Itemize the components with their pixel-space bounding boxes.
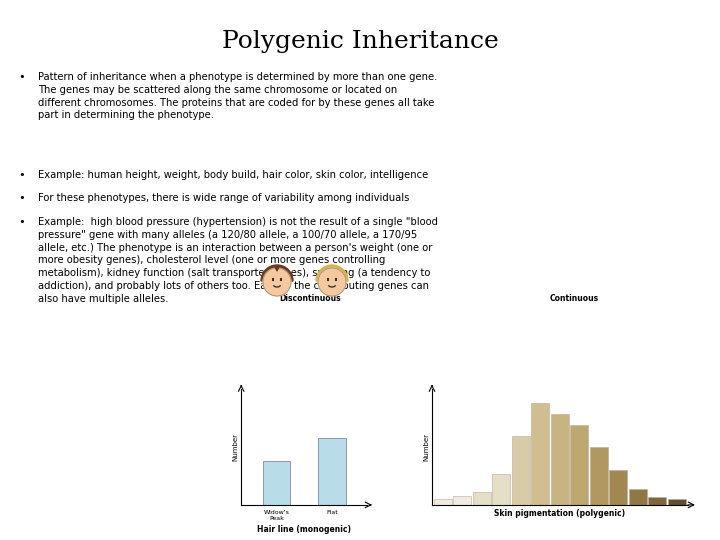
Text: Continuous: Continuous <box>549 294 598 303</box>
Wedge shape <box>261 265 293 281</box>
Text: Example:  high blood pressure (hypertension) is not the result of a single "bloo: Example: high blood pressure (hypertensi… <box>38 217 438 304</box>
Text: Pattern of inheritance when a phenotype is determined by more than one gene.
The: Pattern of inheritance when a phenotype … <box>38 72 437 120</box>
Text: Discontinuous: Discontinuous <box>279 294 341 303</box>
X-axis label: Hair line (monogenic): Hair line (monogenic) <box>257 525 351 534</box>
Bar <box>454 496 471 505</box>
Text: •: • <box>18 217 24 227</box>
Bar <box>492 474 510 505</box>
Text: •: • <box>18 170 24 180</box>
Bar <box>590 448 608 505</box>
Text: •: • <box>18 72 24 82</box>
Text: •: • <box>18 193 24 203</box>
Text: Polygenic Inheritance: Polygenic Inheritance <box>222 30 498 53</box>
Bar <box>551 414 569 505</box>
Bar <box>512 436 530 505</box>
Bar <box>668 500 686 505</box>
Bar <box>570 426 588 505</box>
Bar <box>433 500 451 505</box>
Bar <box>318 437 346 505</box>
Text: Example: human height, weight, body build, hair color, skin color, intelligence: Example: human height, weight, body buil… <box>38 170 428 180</box>
X-axis label: Skin pigmentation (polygenic): Skin pigmentation (polygenic) <box>494 509 626 518</box>
Y-axis label: Number: Number <box>423 433 429 461</box>
Circle shape <box>263 268 291 296</box>
Wedge shape <box>316 265 348 281</box>
Circle shape <box>318 268 346 296</box>
Bar <box>609 469 627 505</box>
Text: For these phenotypes, there is wide range of variability among individuals: For these phenotypes, there is wide rang… <box>38 193 410 203</box>
Bar <box>473 491 491 505</box>
Polygon shape <box>275 267 279 271</box>
Y-axis label: Number: Number <box>233 433 238 461</box>
Bar <box>629 489 647 505</box>
Bar <box>531 403 549 505</box>
Bar <box>263 461 290 505</box>
Bar <box>649 497 666 505</box>
